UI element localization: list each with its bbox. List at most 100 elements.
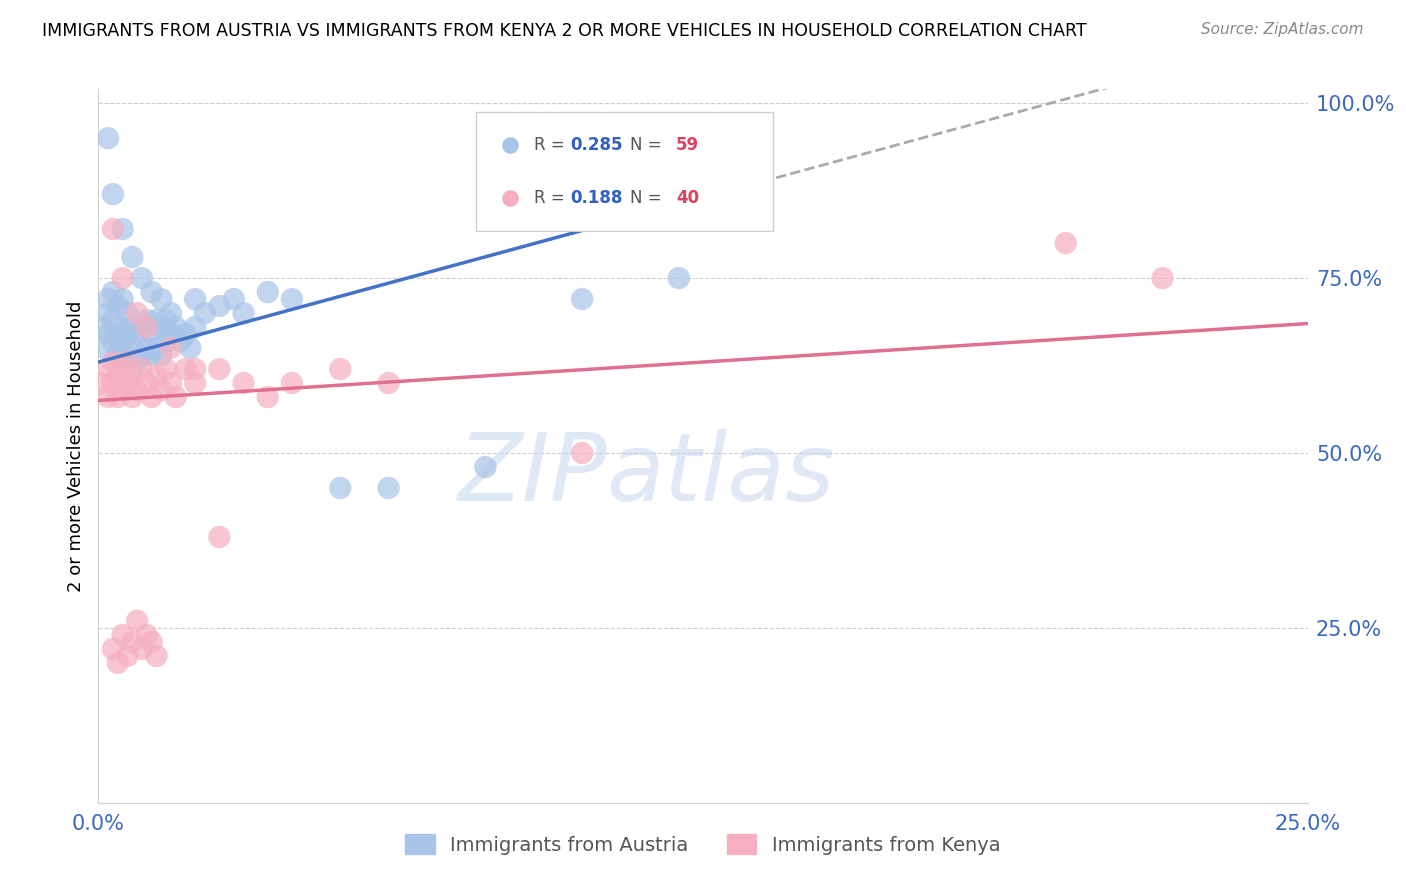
Point xyxy=(101,187,124,202)
Point xyxy=(121,250,143,264)
Point xyxy=(111,222,134,236)
Point xyxy=(174,327,197,342)
Point xyxy=(141,327,163,342)
Point xyxy=(101,334,124,348)
Point xyxy=(377,481,399,495)
Point xyxy=(141,285,163,299)
Point xyxy=(155,334,177,348)
Point xyxy=(668,271,690,285)
Point xyxy=(121,369,143,384)
Point xyxy=(145,648,167,663)
Point xyxy=(91,341,114,355)
Point xyxy=(232,306,254,320)
Point xyxy=(111,320,134,334)
Point xyxy=(111,271,134,285)
Point xyxy=(329,362,352,376)
Point xyxy=(127,306,149,320)
Point xyxy=(281,376,304,390)
Point xyxy=(165,390,187,404)
Point xyxy=(117,355,139,369)
Point xyxy=(127,327,149,342)
Point xyxy=(222,292,245,306)
Point xyxy=(160,327,183,342)
Point xyxy=(208,299,231,313)
Point xyxy=(571,446,593,460)
Point xyxy=(111,362,134,376)
Point xyxy=(111,383,134,397)
Point xyxy=(121,635,143,649)
Point xyxy=(145,313,167,327)
Point xyxy=(281,292,304,306)
Point xyxy=(160,306,183,320)
Point xyxy=(571,292,593,306)
Point xyxy=(101,376,124,390)
Point xyxy=(145,341,167,355)
Point xyxy=(117,348,139,362)
Point xyxy=(377,376,399,390)
Point xyxy=(107,656,129,670)
Legend: Immigrants from Austria, Immigrants from Kenya: Immigrants from Austria, Immigrants from… xyxy=(395,824,1011,864)
Point xyxy=(184,320,207,334)
Point xyxy=(131,320,153,334)
Point xyxy=(208,362,231,376)
Point xyxy=(184,362,207,376)
Point xyxy=(131,271,153,285)
Text: IMMIGRANTS FROM AUSTRIA VS IMMIGRANTS FROM KENYA 2 OR MORE VEHICLES IN HOUSEHOLD: IMMIGRANTS FROM AUSTRIA VS IMMIGRANTS FR… xyxy=(42,22,1087,40)
Point xyxy=(131,641,153,656)
Point xyxy=(150,320,173,334)
Point xyxy=(169,334,191,348)
Point xyxy=(101,285,124,299)
Point xyxy=(111,292,134,306)
Point xyxy=(141,390,163,404)
Point xyxy=(184,292,207,306)
Point xyxy=(256,390,278,404)
Point xyxy=(256,285,278,299)
Point xyxy=(131,362,153,376)
Point xyxy=(91,376,114,390)
Point xyxy=(232,376,254,390)
Point xyxy=(111,628,134,642)
Point xyxy=(329,481,352,495)
Point xyxy=(97,292,120,306)
Point xyxy=(117,306,139,320)
Point xyxy=(160,376,183,390)
Point xyxy=(174,362,197,376)
Point xyxy=(107,327,129,342)
Point xyxy=(131,348,153,362)
Point xyxy=(1054,236,1077,251)
Point xyxy=(127,614,149,628)
Point xyxy=(208,530,231,544)
Point xyxy=(97,362,120,376)
Point xyxy=(121,341,143,355)
Text: ZIP: ZIP xyxy=(457,429,606,520)
Point xyxy=(1152,271,1174,285)
Point xyxy=(179,341,201,355)
Point xyxy=(107,299,129,313)
Point xyxy=(121,390,143,404)
Point xyxy=(145,369,167,384)
Point xyxy=(194,306,217,320)
Point xyxy=(184,376,207,390)
Point xyxy=(107,348,129,362)
Text: Source: ZipAtlas.com: Source: ZipAtlas.com xyxy=(1201,22,1364,37)
Point xyxy=(474,460,496,475)
Point xyxy=(97,306,120,320)
Point xyxy=(127,355,149,369)
Point xyxy=(111,341,134,355)
Point xyxy=(150,348,173,362)
Point xyxy=(117,376,139,390)
Point xyxy=(101,355,124,369)
Point xyxy=(107,390,129,404)
Point xyxy=(135,320,157,334)
Point xyxy=(91,320,114,334)
Point xyxy=(135,376,157,390)
Point xyxy=(141,348,163,362)
Point xyxy=(135,628,157,642)
Point xyxy=(127,383,149,397)
Point xyxy=(97,327,120,342)
Point xyxy=(135,313,157,327)
Y-axis label: 2 or more Vehicles in Household: 2 or more Vehicles in Household xyxy=(66,301,84,591)
Point xyxy=(97,390,120,404)
Point xyxy=(155,362,177,376)
Text: atlas: atlas xyxy=(606,429,835,520)
